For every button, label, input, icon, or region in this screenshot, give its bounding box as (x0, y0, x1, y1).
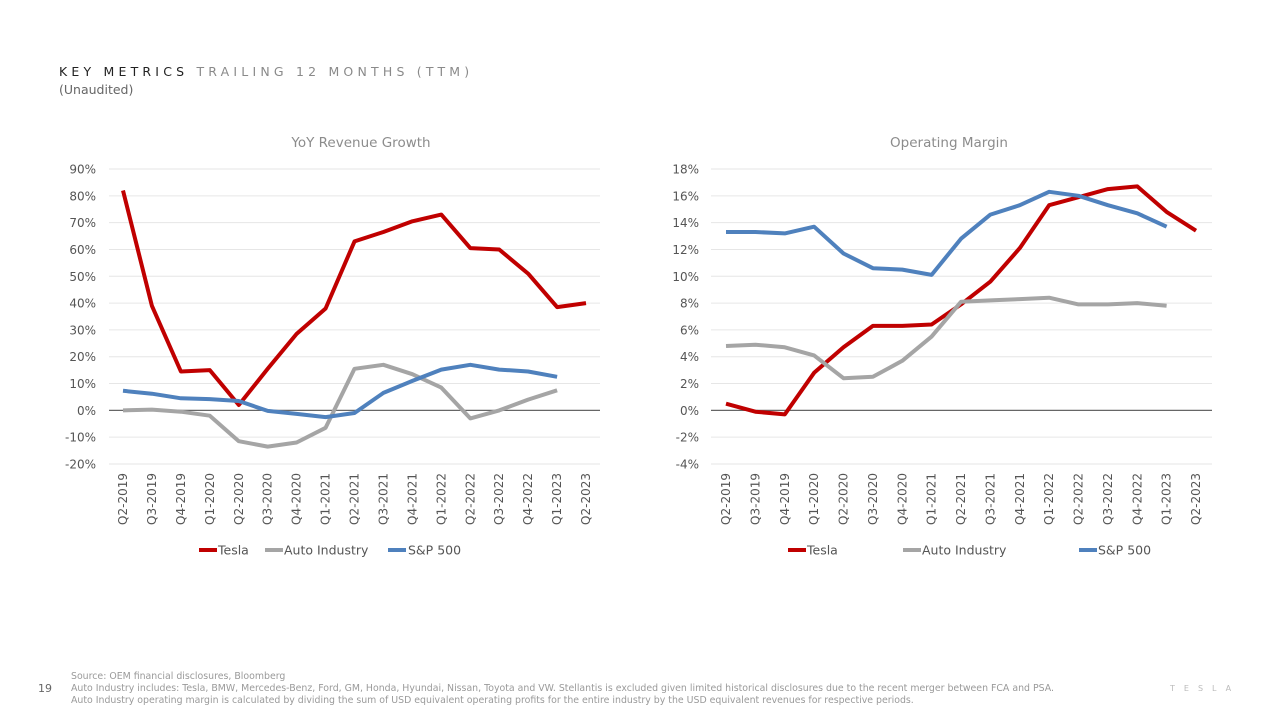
slide-header: KEY METRICS TRAILING 12 MONTHS (TTM) (Un… (59, 64, 473, 97)
legend-label-auto: Auto Industry (922, 543, 1007, 558)
footnote-source: Source: OEM financial disclosures, Bloom… (71, 671, 286, 682)
legend-label-sp500: S&P 500 (408, 543, 461, 558)
x-tick-label: Q2-2021 (348, 473, 362, 525)
y-tick-label: -20% (65, 458, 96, 472)
x-tick-label: Q1-2020 (807, 473, 821, 525)
x-tick-label: Q3-2022 (492, 473, 506, 525)
y-tick-label: 0% (680, 404, 699, 418)
x-tick-label: Q1-2023 (550, 473, 564, 525)
y-tick-label: 20% (69, 350, 96, 364)
x-tick-label: Q1-2022 (1042, 473, 1056, 525)
legend-label-auto: Auto Industry (284, 543, 369, 558)
x-tick-label: Q2-2019 (116, 473, 130, 525)
x-tick-label: Q2-2023 (1189, 473, 1203, 525)
y-tick-label: 80% (69, 189, 96, 203)
x-tick-label: Q2-2020 (232, 473, 246, 525)
y-tick-label: -2% (676, 431, 699, 445)
y-tick-label: 6% (680, 323, 699, 337)
x-tick-label: Q3-2020 (261, 473, 275, 525)
legend-label-tesla: Tesla (806, 543, 838, 558)
y-tick-label: 12% (672, 243, 699, 257)
y-tick-label: -4% (676, 458, 699, 472)
y-tick-label: 40% (69, 297, 96, 311)
y-tick-label: 8% (680, 297, 699, 311)
series-line-sp500 (122, 362, 558, 420)
x-tick-label: Q3-2022 (1101, 473, 1115, 525)
x-tick-label: Q2-2022 (1072, 473, 1086, 525)
x-tick-label: Q4-2021 (405, 473, 419, 525)
legend-label-sp500: S&P 500 (1098, 543, 1151, 558)
legend-label-tesla: Tesla (217, 543, 249, 558)
x-tick-label: Q2-2023 (579, 473, 593, 525)
y-tick-label: 60% (69, 243, 96, 257)
x-tick-label: Q3-2020 (866, 473, 880, 525)
brand-logo: TESLA (1170, 684, 1241, 693)
y-tick-label: 14% (672, 216, 699, 230)
chart-title: YoY Revenue Growth (290, 135, 430, 151)
x-tick-label: Q1-2021 (925, 473, 939, 525)
chart-title: Operating Margin (890, 135, 1008, 151)
x-tick-label: Q3-2019 (748, 473, 762, 525)
x-tick-label: Q1-2021 (319, 473, 333, 525)
y-tick-label: 50% (69, 270, 96, 284)
x-tick-label: Q4-2020 (290, 473, 304, 525)
x-tick-label: Q4-2022 (521, 473, 535, 525)
x-tick-label: Q3-2021 (376, 473, 390, 525)
y-tick-label: 90% (69, 163, 96, 177)
series-line-auto (122, 362, 558, 449)
x-tick-label: Q4-2019 (778, 473, 792, 525)
footnote-auto-industry: Auto Industry includes: Tesla, BMW, Merc… (71, 683, 1054, 694)
slide-title: KEY METRICS TRAILING 12 MONTHS (TTM) (59, 64, 473, 79)
y-tick-label: 2% (680, 377, 699, 391)
y-tick-label: 0% (77, 404, 96, 418)
y-tick-label: 16% (672, 189, 699, 203)
series-line-sp500 (726, 189, 1168, 277)
x-tick-label: Q2-2021 (954, 473, 968, 525)
x-tick-label: Q3-2019 (145, 473, 159, 525)
slide-title-light: TRAILING 12 MONTHS (TTM) (196, 64, 474, 79)
x-tick-label: Q2-2022 (463, 473, 477, 525)
x-tick-label: Q3-2021 (983, 473, 997, 525)
x-tick-label: Q4-2020 (895, 473, 909, 525)
y-tick-label: -10% (65, 431, 96, 445)
y-tick-label: 4% (680, 350, 699, 364)
y-tick-label: 70% (69, 216, 96, 230)
footnote-operating-margin: Auto Industry operating margin is calcul… (71, 695, 914, 706)
series-line-auto (725, 295, 1167, 381)
x-tick-label: Q1-2020 (203, 473, 217, 525)
x-tick-label: Q4-2019 (174, 473, 188, 525)
footnotes: Source: OEM financial disclosures, Bloom… (71, 671, 1054, 707)
y-tick-label: 10% (672, 270, 699, 284)
x-tick-label: Q2-2019 (719, 473, 733, 525)
slide-title-strong: KEY METRICS (59, 64, 189, 79)
x-tick-label: Q4-2022 (1130, 473, 1144, 525)
x-tick-label: Q1-2022 (434, 473, 448, 525)
x-tick-label: Q2-2020 (837, 473, 851, 525)
y-tick-label: 30% (69, 323, 96, 337)
x-tick-label: Q4-2021 (1013, 473, 1027, 525)
page-number: 19 (38, 682, 52, 695)
x-tick-label: Q1-2023 (1160, 473, 1174, 525)
y-tick-label: 18% (672, 163, 699, 177)
y-tick-label: 10% (69, 377, 96, 391)
slide-subtitle: (Unaudited) (59, 82, 134, 97)
